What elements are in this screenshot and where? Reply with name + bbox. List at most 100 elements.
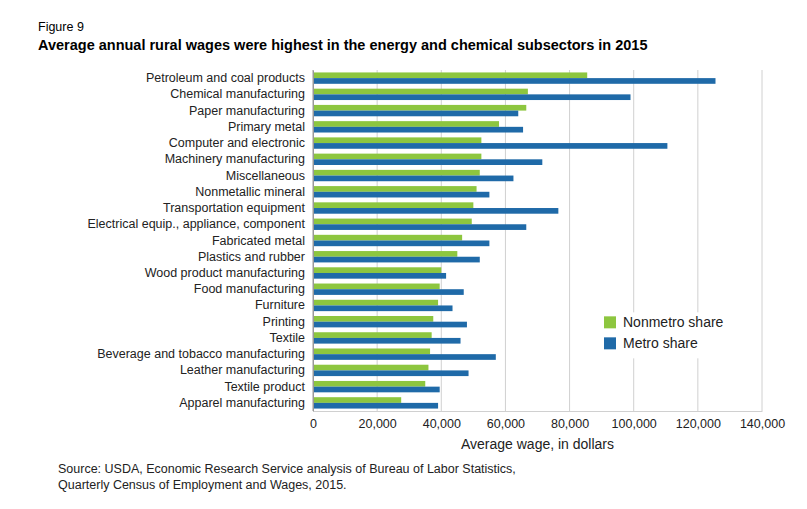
grid <box>313 70 762 411</box>
tick: Fabricated metal <box>212 234 313 248</box>
category-label: Petroleum and coal products <box>146 71 305 85</box>
legend-swatch <box>604 316 616 328</box>
bar <box>313 202 473 208</box>
tick: 0 <box>310 411 317 431</box>
bar <box>313 381 425 387</box>
category-label: Furniture <box>255 298 305 312</box>
tick: Leather manufacturing <box>180 363 313 377</box>
plot: 0 20,000 40,000 60,000 80,000 100,000 120,000 1… <box>88 70 786 431</box>
bar <box>313 78 715 84</box>
figure-number: Figure 9 <box>38 20 84 34</box>
category-label: Food manufacturing <box>194 282 305 296</box>
category-label: Machinery manufacturing <box>165 152 305 166</box>
bar <box>313 322 467 328</box>
tick: Beverage and tobacco manufacturing <box>97 347 313 361</box>
category-label: Primary metal <box>228 120 305 134</box>
source: Source: USDA, Economic Research Service … <box>58 462 516 476</box>
bar <box>313 72 587 78</box>
legend-item: Metro share <box>604 335 698 351</box>
grid-line <box>697 70 698 411</box>
category-label: Nonmetallic mineral <box>195 185 305 199</box>
bar <box>313 170 480 176</box>
tick-label: 120,000 <box>676 417 721 431</box>
tick-label: 100,000 <box>612 417 657 431</box>
bar <box>313 89 528 95</box>
bar <box>313 121 499 127</box>
tick: Apparel manufacturing <box>179 396 313 410</box>
title: Average annual rural wages were highest … <box>38 37 648 53</box>
bar <box>313 403 438 409</box>
bar <box>313 192 489 198</box>
bar <box>313 159 542 165</box>
category-label: Plastics and rubber <box>198 250 305 264</box>
category-label: Beverage and tobacco manufacturing <box>97 347 305 361</box>
bar <box>313 94 631 100</box>
bar <box>313 224 526 230</box>
tick: 100,000 <box>612 411 657 431</box>
tick-label: 40,000 <box>423 417 461 431</box>
bar <box>313 387 440 393</box>
legend-label: Metro share <box>623 335 698 351</box>
category-label: Textile <box>270 331 305 345</box>
bar <box>313 176 513 182</box>
bar <box>313 354 496 360</box>
grid-line <box>313 70 314 411</box>
axis-line <box>313 71 314 412</box>
tick-label: 0 <box>310 417 317 431</box>
bar <box>313 284 440 290</box>
tick: Paper manufacturing <box>189 104 313 118</box>
legend-item: Nonmetro share <box>604 314 724 330</box>
bar <box>313 241 489 247</box>
bar <box>313 370 469 376</box>
grid-line <box>505 70 506 411</box>
tick: Transportation equipment <box>163 201 313 215</box>
tick: Wood product manufacturing <box>145 266 313 280</box>
chart: Figure 9 Average annual rural wages were … <box>0 0 807 509</box>
tick: 80,000 <box>551 411 589 431</box>
tick: Computer and electronic <box>169 136 313 150</box>
legend-swatch <box>604 337 616 349</box>
bar <box>313 332 432 338</box>
legend-label: Nonmetro share <box>623 314 724 330</box>
y-axis: Petroleum and coal products Chemical manu… <box>88 71 314 412</box>
tick: Plastics and rubber <box>198 250 313 264</box>
legend: Nonmetro share Metro share <box>598 312 750 358</box>
bar <box>313 289 464 295</box>
tick: 120,000 <box>676 411 721 431</box>
axis-line <box>314 411 763 412</box>
series <box>313 72 587 402</box>
bar <box>313 348 430 354</box>
tick: Furniture <box>255 298 313 312</box>
bar <box>313 316 433 322</box>
bar <box>313 186 477 192</box>
x-axis: 0 20,000 40,000 60,000 80,000 100,000 120,000 1… <box>310 411 785 431</box>
tick: 140,000 <box>740 411 785 431</box>
x-axis-title: Average wage, in dollars <box>461 436 614 452</box>
tick: 20,000 <box>359 411 397 431</box>
category-label: Chemical manufacturing <box>170 87 305 101</box>
legend-background <box>598 312 750 358</box>
tick: Textile product <box>224 380 313 394</box>
category-label: Paper manufacturing <box>189 104 305 118</box>
category-label: Apparel manufacturing <box>179 396 305 410</box>
series <box>313 78 715 408</box>
category-label: Leather manufacturing <box>180 363 305 377</box>
bar <box>313 273 446 279</box>
tick-label: 20,000 <box>359 417 397 431</box>
bar <box>313 305 453 311</box>
tick-label: 60,000 <box>487 417 525 431</box>
tick: 40,000 <box>423 411 461 431</box>
bar <box>313 235 462 241</box>
bar <box>313 267 441 273</box>
bar <box>313 111 518 117</box>
tick: Electrical equip., appliance, component <box>88 217 314 231</box>
tick: Nonmetallic mineral <box>195 185 313 199</box>
bar <box>313 137 481 143</box>
tick: Miscellaneous <box>226 169 313 183</box>
bar <box>313 397 401 403</box>
category-label: Textile product <box>224 380 305 394</box>
tick: 60,000 <box>487 411 525 431</box>
bar <box>313 365 428 371</box>
tick: Petroleum and coal products <box>146 71 313 85</box>
bar <box>313 154 481 160</box>
